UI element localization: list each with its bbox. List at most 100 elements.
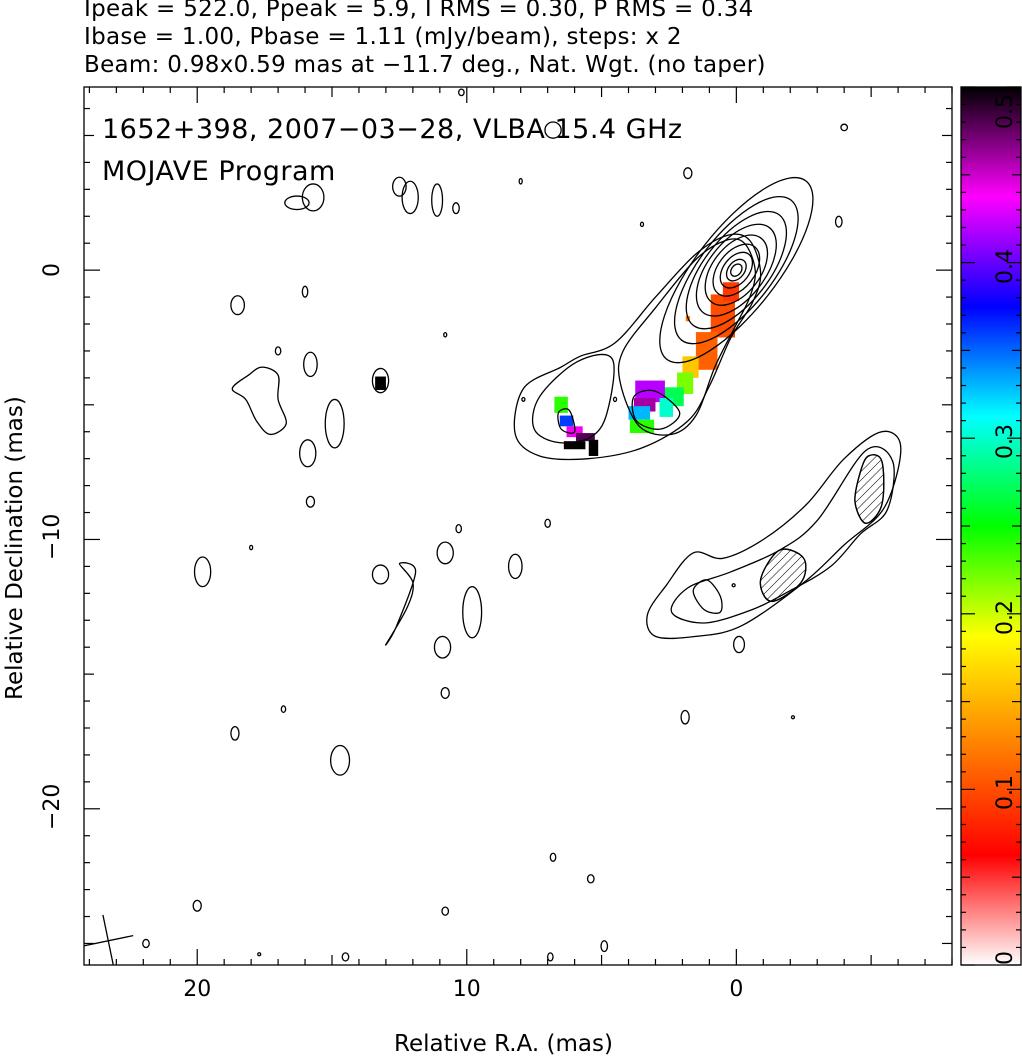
noise-spot-3 [303, 351, 318, 378]
noise-spot-44 [401, 180, 419, 215]
x-tick-label: 10 [452, 977, 481, 1002]
noise-spot-41 [458, 88, 465, 97]
jet-contour-3 [631, 389, 681, 430]
pol-pixel-2 [722, 282, 740, 302]
jet-contour-4 [557, 408, 576, 434]
noise-spot-39 [834, 215, 843, 228]
noise-spot-11 [436, 541, 454, 565]
jet-contour-1 [617, 238, 757, 436]
noise-spot-27 [586, 874, 595, 884]
pol-pixel-14 [575, 433, 595, 442]
noise-contour-1 [384, 562, 417, 646]
header-line-3: Beam: 0.98x0.59 mas at −11.7 deg., Nat. … [84, 52, 766, 78]
pol-pixel-16 [588, 439, 599, 456]
colorbar-tick-label: 0.1 [993, 775, 1018, 811]
noise-spot-2 [371, 367, 390, 394]
noise-spot-26 [549, 852, 557, 862]
noise-spot-21 [192, 899, 202, 912]
noise-spot-9 [248, 544, 254, 551]
noise-spot-24 [257, 952, 262, 957]
pol-pixel-9 [629, 419, 655, 434]
pol-pixel-17 [375, 376, 386, 390]
hatched-region-0 [759, 548, 807, 603]
noise-spot-19 [230, 725, 240, 741]
noise-contour-0 [231, 366, 287, 436]
noise-spot-5 [299, 439, 317, 468]
noise-spot-0 [230, 295, 246, 316]
y-axis-label: Relative Declination (mas) [2, 396, 28, 700]
noise-spot-49 [284, 195, 310, 211]
noise-spot-12 [455, 524, 463, 534]
core-contour-3 [712, 243, 761, 297]
noise-spot-15 [507, 553, 523, 580]
noise-spot-31 [790, 715, 796, 720]
colorbar-tick-label: 0.4 [993, 248, 1018, 284]
colorbar-tick-label: 0 [993, 951, 1018, 965]
core-contour-2 [719, 251, 754, 289]
pol-pixel-12 [559, 415, 574, 427]
noise-spot-18 [280, 705, 287, 714]
noise-spot-35 [521, 396, 526, 402]
noise-spot-1 [301, 285, 309, 298]
colorbar-tick-label: 0.2 [993, 599, 1018, 635]
colorbar [960, 86, 1022, 966]
noise-spot-47 [392, 176, 407, 197]
plot-subtitle: MOJAVE Program [102, 156, 336, 187]
noise-spot-48 [639, 221, 645, 228]
noise-spot-22 [441, 906, 450, 916]
noise-spot-29 [600, 940, 609, 953]
core-contour-4 [704, 234, 769, 306]
header-line-2: Ibase = 1.00, Pbase = 1.11 (mJy/beam), s… [84, 24, 682, 50]
noise-spot-23 [142, 938, 150, 949]
noise-spot-13 [462, 585, 483, 639]
y-tick-label: 0 [40, 263, 65, 278]
noise-spot-34 [612, 396, 618, 403]
beam-minor-axis [84, 934, 134, 947]
jet-contour-0 [513, 233, 762, 461]
plot-frame [83, 86, 953, 966]
noise-spot-36 [443, 331, 448, 338]
plot-border [83, 86, 953, 966]
hatched-region-1 [854, 454, 885, 524]
noise-spot-33 [731, 583, 736, 588]
noise-spot-16 [544, 518, 551, 528]
noise-spot-42 [544, 121, 562, 139]
noise-spot-45 [431, 183, 444, 217]
noise-spot-32 [733, 635, 746, 654]
y-tick-label: −10 [40, 514, 65, 561]
noise-spot-30 [680, 709, 690, 725]
plot-title: 1652+398, 2007−03−28, VLBA 15.4 GHz [102, 114, 683, 145]
core-contour-8 [659, 176, 814, 364]
core-contour-1 [725, 258, 747, 282]
noise-spot-7 [274, 346, 282, 356]
noise-spot-38 [683, 167, 693, 180]
lower-contour-0 [646, 430, 902, 640]
noise-spot-6 [305, 495, 316, 508]
noise-spot-14 [433, 635, 452, 659]
polarization-layer [375, 282, 740, 456]
x-tick-label: 0 [729, 977, 744, 1002]
noise-spot-25 [341, 952, 350, 962]
core-contour-6 [685, 210, 788, 330]
noise-spot-43 [452, 202, 460, 215]
colorbar-tick-label: 0.5 [993, 94, 1018, 129]
jet-contour-2 [531, 353, 615, 444]
pol-pixel-15 [563, 441, 586, 450]
colorbar-gradient [960, 86, 1022, 966]
contour-layer [84, 88, 902, 965]
core-contour-7 [673, 195, 799, 345]
pol-pixel-1 [695, 332, 718, 370]
colorbar-tick-label: 0.3 [993, 424, 1018, 460]
noise-spot-10 [371, 564, 390, 585]
core-contour-0 [730, 263, 743, 277]
x-tick-label: 20 [183, 977, 212, 1002]
noise-spot-28 [547, 952, 554, 962]
noise-spot-20 [330, 744, 351, 776]
y-tick-label: −20 [40, 783, 65, 830]
beam-marker [84, 914, 134, 965]
noise-spot-17 [440, 686, 450, 700]
header-line-1: Ipeak = 522.0, Ppeak = 5.9, I RMS = 0.30… [84, 0, 754, 22]
pol-pixel-6 [635, 380, 665, 403]
lower-contour-4 [692, 579, 723, 614]
